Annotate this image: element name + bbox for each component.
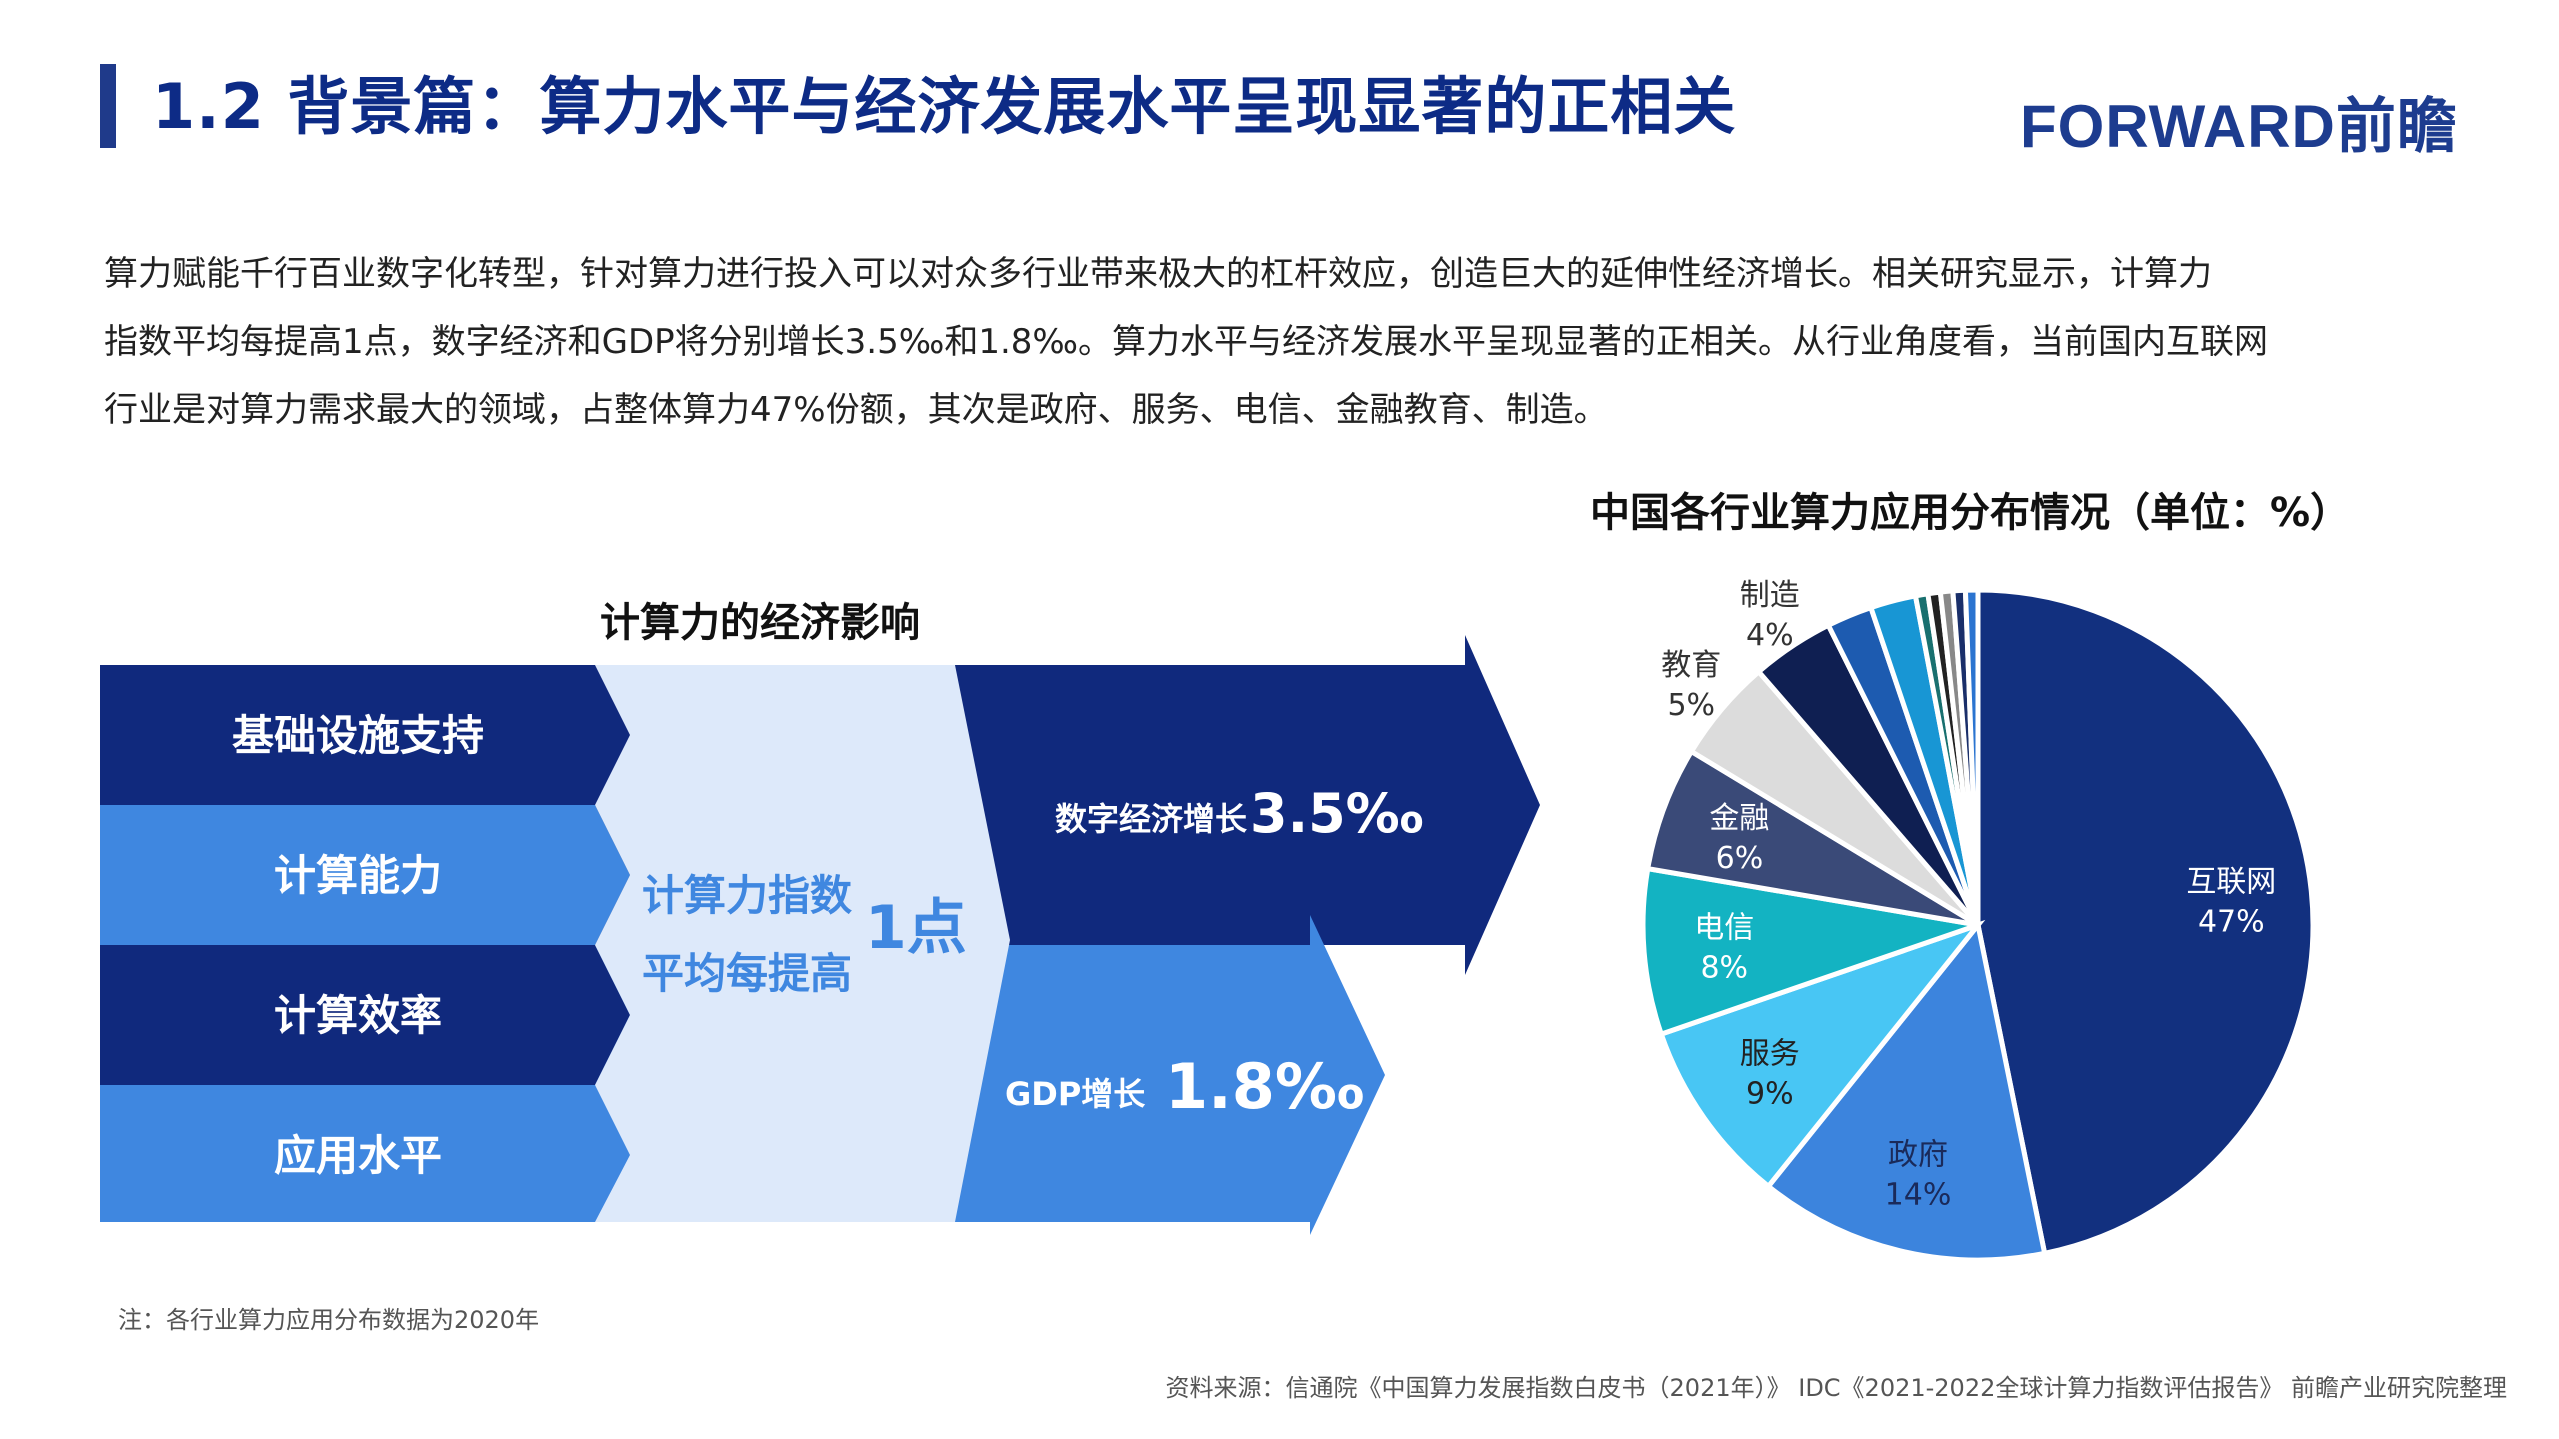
- pie-slice-label: 政府: [1888, 1137, 1948, 1172]
- gdp-value: 1.8‰: [1165, 1050, 1364, 1123]
- index-arrow: [595, 665, 1010, 1222]
- intro-paragraph: 算力赋能千行百业数字化转型，针对算力进行投入可以对众多行业带来极大的杠杆效应，创…: [104, 240, 2454, 444]
- industry-pie-chart: 互联网 47% 政府 14% 服务 9% 电信 8% 金融 6% 教育 5% 制造 4%: [1640, 578, 2316, 1263]
- factor-row-4: [100, 1085, 630, 1222]
- brand-logo: FORWARD前瞻: [2020, 93, 2458, 160]
- pie-slice-value: 47%: [2198, 905, 2265, 940]
- factor-label: 计算能力: [274, 851, 442, 900]
- pie-slice: [1975, 587, 2316, 1257]
- pie-slice-label: 制造: [1740, 578, 1800, 613]
- pie-slice-value: 6%: [1716, 841, 1764, 876]
- index-label-line1: 计算力指数: [642, 871, 852, 920]
- gdp-label: GDP增长: [1005, 1075, 1145, 1113]
- pie-slice-value: 8%: [1700, 951, 1748, 986]
- digital-economy-value: 3.5‰: [1250, 782, 1423, 845]
- factor-label: 应用水平: [274, 1131, 442, 1180]
- pie-slices: [1640, 587, 2316, 1263]
- pie-slice-label: 互联网: [2186, 865, 2276, 900]
- pie-slice: [1640, 865, 1979, 1038]
- factor-label: 计算效率: [274, 991, 442, 1040]
- factor-row-3: [100, 945, 630, 1085]
- factor-label: 基础设施支持: [232, 711, 484, 760]
- intro-line: 指数平均每提高1点，数字经济和GDP将分别增长3.5‰和1.8‰。算力水平与经济…: [104, 322, 2269, 362]
- pie-slice: [1764, 919, 2048, 1263]
- index-value: 1点: [865, 893, 967, 963]
- pie-slice: [1962, 587, 1981, 926]
- intro-line: 算力赋能千行百业数字化转型，针对算力进行投入可以对众多行业带来极大的杠杆效应，创…: [104, 254, 2212, 294]
- pie-labels: 互联网 47% 政府 14% 服务 9% 电信 8% 金融 6% 教育 5% 制造 4%: [1661, 578, 2276, 1213]
- footnote: 注：各行业算力应用分布数据为2020年: [118, 1306, 540, 1334]
- pie-slice-label: 服务: [1740, 1037, 1800, 1072]
- pie-slice-label: 金融: [1709, 801, 1769, 836]
- page-title: 1.2 背景篇：算力水平与经济发展水平呈现显著的正相关: [152, 70, 1737, 143]
- intro-line: 行业是对算力需求最大的领域，占整体算力47%份额，其次是政府、服务、电信、金融教…: [104, 390, 1608, 430]
- pie-slice-value: 5%: [1667, 688, 1715, 723]
- factor-row-1: [100, 665, 630, 805]
- index-label-line2: 平均每提高: [642, 949, 852, 998]
- source-line: 资料来源：信通院《中国算力发展指数白皮书（2021年）》 IDC《2021-20…: [1165, 1374, 2507, 1402]
- diagram-title: 计算力的经济影响: [600, 600, 920, 646]
- pie-slice-label: 电信: [1694, 911, 1754, 946]
- factor-row-2: [100, 805, 630, 945]
- title-accent-bar: [100, 64, 116, 148]
- pie-chart-title: 中国各行业算力应用分布情况（单位：%）: [1590, 490, 2351, 536]
- pie-slice-label: 教育: [1661, 648, 1721, 683]
- pie-slice-value: 9%: [1746, 1077, 1794, 1112]
- pie-slice-value: 4%: [1746, 618, 1794, 653]
- pie-slice-value: 14%: [1885, 1177, 1952, 1212]
- pie-slice: [1658, 919, 1986, 1190]
- digital-economy-label: 数字经济增长: [1055, 800, 1247, 838]
